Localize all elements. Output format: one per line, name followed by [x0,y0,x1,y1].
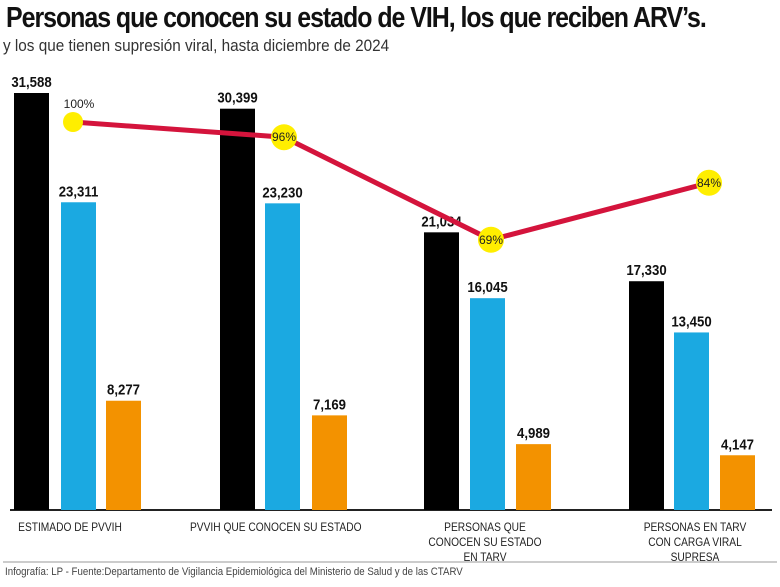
percent-label: 100% [64,97,95,111]
percent-label: 84% [697,176,721,190]
bar [470,298,505,510]
chart-title: Personas que conocen su estado de VIH, l… [6,2,707,34]
bar [265,203,300,510]
bar-value-label: 8,277 [107,381,140,398]
bar [629,281,664,510]
bar [674,332,709,510]
bar-value-label: 23,230 [262,184,302,201]
bar [516,444,551,510]
percent-line [72,119,710,243]
percent-marker [696,169,722,196]
category-label: PVVIH QUE CONOCEN SU ESTADO [190,520,362,534]
chart-subtitle: y los que tienen supresión viral, hasta … [3,36,390,55]
bar-value-label: 17,330 [626,261,666,278]
bar [220,108,255,511]
bar [106,400,141,510]
bar [14,93,49,510]
bar-value-label: 4,989 [517,424,550,441]
percent-label: 96% [272,130,296,144]
bar-value-label: 31,588 [11,73,51,90]
bar [312,415,347,510]
bar-value-label: 4,147 [721,435,754,452]
footer-divider [3,561,777,563]
percent-marker [63,112,83,132]
bar-value-label: 21,034 [421,213,461,230]
percent-label: 69% [479,233,503,247]
category-label: PERSONAS QUE CONOCEN SU ESTADO EN TARV [428,520,542,564]
source-footer: Infografía: LP - Fuente:Departamento de … [5,566,463,578]
bar-value-label: 13,450 [671,313,711,330]
percent-marker [478,226,504,253]
bar-value-label: 7,169 [313,396,346,413]
bar [720,455,755,510]
percent-marker [271,124,297,151]
bar [61,202,96,510]
bar-value-label: 30,399 [217,89,257,106]
category-label: ESTIMADO DE PVVIH [18,520,122,534]
bar-value-label: 23,311 [59,182,99,199]
category-label: PERSONAS EN TARV CON CARGA VIRAL SUPRESA [643,520,747,564]
bar [424,232,459,510]
bar-value-label: 16,045 [467,278,507,295]
